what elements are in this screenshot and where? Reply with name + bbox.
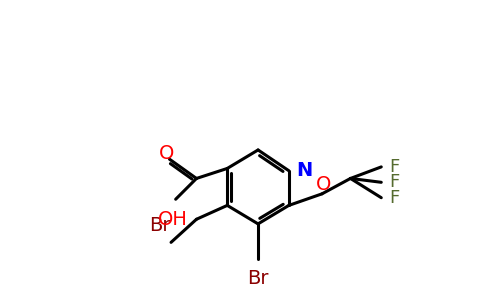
Text: O: O — [159, 143, 174, 163]
Text: OH: OH — [158, 210, 187, 229]
Text: F: F — [389, 173, 399, 191]
Text: O: O — [316, 175, 331, 194]
Text: F: F — [389, 158, 399, 176]
Text: Br: Br — [247, 268, 269, 287]
Text: N: N — [297, 161, 313, 180]
Text: F: F — [389, 189, 399, 207]
Text: Br: Br — [150, 216, 171, 235]
